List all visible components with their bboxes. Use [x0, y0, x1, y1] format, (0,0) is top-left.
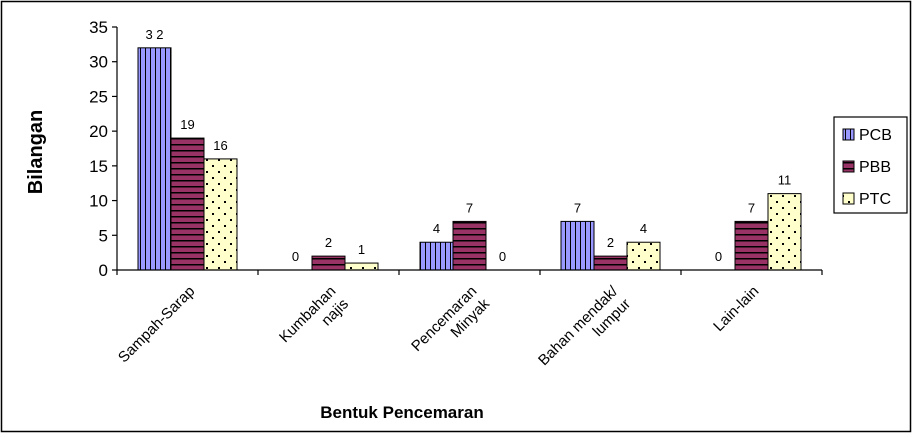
x-axis-title: Bentuk Pencemaran — [320, 403, 483, 422]
y-tick-label: 20 — [89, 122, 108, 141]
legend-label-ptc: PTC — [859, 191, 891, 208]
legend-label-pbb: PBB — [859, 159, 891, 176]
y-tick-label: 15 — [89, 157, 108, 176]
bar-pbb — [311, 255, 346, 271]
legend-swatch-pcb — [842, 128, 855, 141]
y-tick-label: 35 — [89, 18, 108, 37]
data-label-ptc: 1 — [358, 242, 365, 257]
data-label-pbb: 2 — [325, 235, 332, 250]
bar-ptc — [767, 193, 802, 271]
y-axis-title: Bilangan — [25, 110, 47, 194]
y-tick-label: 0 — [99, 261, 108, 280]
y-tick-label: 30 — [89, 53, 108, 72]
data-label-ptc: 4 — [640, 221, 647, 236]
data-label-pcb: 4 — [433, 221, 440, 236]
data-label-pbb: 7 — [466, 200, 473, 215]
data-label-ptc: 16 — [213, 138, 227, 153]
legend-swatch-pbb — [842, 160, 855, 173]
bar-pbb — [734, 220, 769, 271]
bar-pcb — [137, 47, 172, 271]
y-tick-label: 25 — [89, 87, 108, 106]
data-label-pbb: 7 — [748, 200, 755, 215]
legend-swatch-ptc — [842, 192, 855, 205]
data-label-ptc: 11 — [778, 173, 792, 188]
data-label-pcb: 3 2 — [145, 27, 163, 42]
bar-ptc — [203, 158, 238, 271]
data-label-pcb: 0 — [292, 249, 299, 264]
bar-pcb — [419, 241, 454, 271]
bar-ptc — [344, 262, 379, 271]
bar-pcb — [560, 220, 595, 271]
bar-pbb — [452, 220, 487, 271]
data-label-pcb: 0 — [715, 249, 722, 264]
data-label-pcb: 7 — [574, 200, 581, 215]
bar-pbb — [593, 255, 628, 271]
bar-pbb — [170, 137, 205, 271]
y-tick-label: 10 — [89, 192, 108, 211]
bar-ptc — [626, 241, 661, 271]
y-tick-label: 5 — [99, 226, 108, 245]
data-label-pbb: 19 — [180, 117, 194, 132]
data-label-pbb: 2 — [607, 235, 614, 250]
data-label-ptc: 0 — [499, 249, 506, 264]
legend-label-pcb: PCB — [859, 127, 892, 144]
